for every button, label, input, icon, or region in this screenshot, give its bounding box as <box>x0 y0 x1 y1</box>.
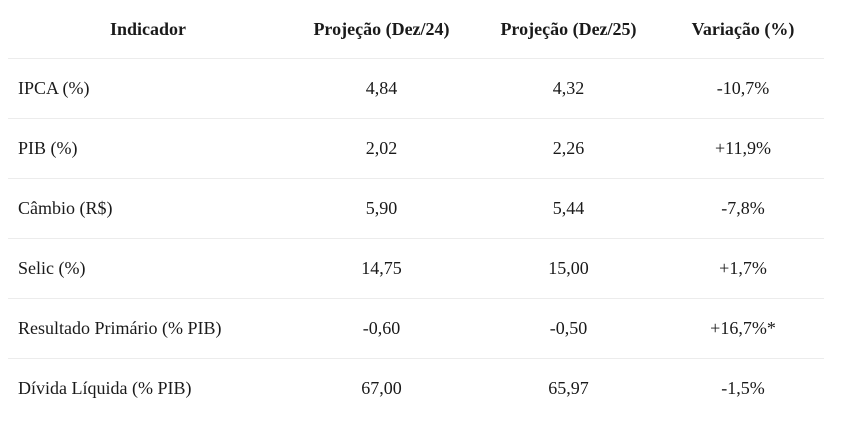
header-indicador: Indicador <box>8 0 288 59</box>
table-row: Câmbio (R$) 5,90 5,44 -7,8% <box>8 178 824 239</box>
cell-dez25: -0,50 <box>475 298 662 359</box>
cell-variacao: -10,7% <box>662 58 824 119</box>
cell-dez24: 2,02 <box>288 118 475 179</box>
table-row: Dívida Líquida (% PIB) 67,00 65,97 -1,5% <box>8 359 824 419</box>
header-variacao: Variação (%) <box>662 0 824 59</box>
cell-dez25: 5,44 <box>475 178 662 239</box>
cell-indicator: Dívida Líquida (% PIB) <box>18 378 192 398</box>
cell-variacao: -7,8% <box>662 178 824 239</box>
table-row: IPCA (%) 4,84 4,32 -10,7% <box>8 58 824 119</box>
cell-indicator: Resultado Primário (% PIB) <box>8 298 288 359</box>
cell-dez24: 5,90 <box>288 178 475 239</box>
cell-dez25: 4,32 <box>475 58 662 119</box>
cell-dez25: 2,26 <box>475 118 662 179</box>
table-row: Selic (%) 14,75 15,00 +1,7% <box>8 238 824 299</box>
cell-dez25: 15,00 <box>475 238 662 299</box>
cell-indicator: Selic (%) <box>8 238 288 299</box>
cell-dez25: 65,97 <box>548 378 589 398</box>
cell-dez24: 14,75 <box>288 238 475 299</box>
cell-variacao: -1,5% <box>721 378 765 398</box>
cell-indicator: Câmbio (R$) <box>8 178 288 239</box>
table-header-row: Indicador Projeção (Dez/24) Projeção (De… <box>8 0 824 59</box>
cell-dez24: 67,00 <box>361 378 402 398</box>
cell-variacao: +16,7%* <box>662 298 824 359</box>
cell-variacao: +11,9% <box>662 118 824 179</box>
projections-table: Indicador Projeção (Dez/24) Projeção (De… <box>8 0 824 418</box>
table-row: Resultado Primário (% PIB) -0,60 -0,50 +… <box>8 298 824 359</box>
cell-indicator: IPCA (%) <box>8 58 288 119</box>
header-projecao-dez24: Projeção (Dez/24) <box>288 0 475 59</box>
cell-dez24: 4,84 <box>288 58 475 119</box>
table-row: PIB (%) 2,02 2,26 +11,9% <box>8 118 824 179</box>
cell-variacao: +1,7% <box>662 238 824 299</box>
cell-dez24: -0,60 <box>288 298 475 359</box>
header-projecao-dez25: Projeção (Dez/25) <box>475 0 662 59</box>
cell-indicator: PIB (%) <box>8 118 288 179</box>
